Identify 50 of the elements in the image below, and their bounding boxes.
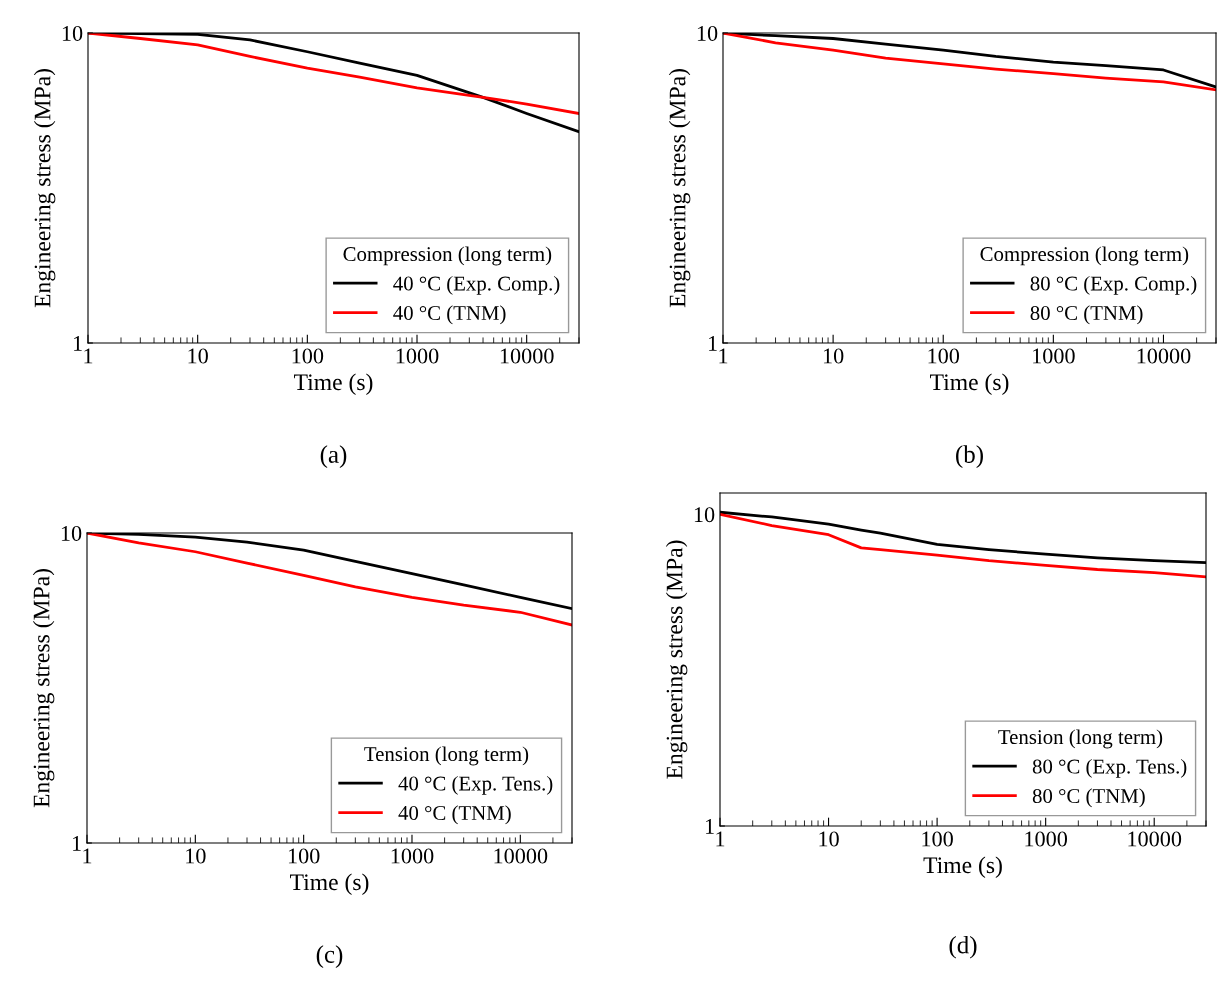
text: (b) [956,445,983,468]
y-axis-title: Engineering stress (MPa) [32,569,55,808]
x-tick-label: 10 [819,831,839,847]
legend-label: 80 °C (TNM) [1032,788,1145,808]
y-tick-label: 10 [694,507,715,523]
legend-label: 80 °C (TNM) [1030,305,1143,325]
x-tick-label: 10000 [1128,831,1182,847]
x-tick-label: 10000 [1137,348,1191,364]
text: (c) [316,945,343,968]
x-tick-label: 1 [84,348,93,364]
x-axis-title: Time (s) [290,873,369,895]
x-tick-label: 1000 [1025,831,1068,847]
text: (d) [949,935,977,959]
x-axis-title: Time (s) [930,373,1009,395]
x-tick-label: 10 [186,848,206,864]
legend-label: 80 °C (Exp. Comp.) [1030,275,1197,295]
y-tick-label: 10 [62,25,83,41]
legend-title: Compression (long term) [980,246,1189,266]
legend-label: 40 °C (Exp. Tens.) [398,775,553,795]
x-tick-label: 1 [719,348,728,364]
legend-title: Tension (long term) [998,729,1163,749]
x-tick-label: 10000 [500,348,554,364]
x-tick-label: 100 [928,348,960,364]
y-axis-title: Engineering stress (MPa) [33,69,56,308]
y-tick-label: 10 [697,25,718,41]
legend-title: Tension (long term) [364,746,529,766]
x-tick-label: 100 [922,831,953,847]
y-axis-title: Engineering stress (MPa) [668,69,691,308]
x-axis-title: Time (s) [923,856,1002,878]
y-tick-label: 1 [708,336,717,351]
x-tick-label: 10000 [494,848,548,864]
legend-label: 40 °C (TNM) [398,805,511,825]
legend-title: Compression (long term) [343,246,552,266]
y-axis-title: Engineering stress (MPa) [665,540,688,779]
x-axis-title: Time (s) [294,373,373,395]
y-tick-label: 10 [61,525,82,541]
legend-label: 40 °C (TNM) [393,305,506,325]
legend-label: 40 °C (Exp. Comp.) [393,275,560,295]
text: (a) [320,445,347,468]
x-tick-label: 1 [83,848,92,864]
x-tick-label: 1000 [391,848,434,864]
x-tick-label: 10 [823,348,844,364]
y-tick-label: 1 [705,819,714,834]
x-tick-label: 1000 [1033,348,1075,364]
x-tick-label: 100 [292,348,324,364]
x-tick-label: 100 [288,848,320,864]
y-tick-label: 1 [73,336,82,351]
x-tick-label: 1000 [396,348,439,364]
legend-label: 80 °C (Exp. Tens.) [1032,758,1187,778]
x-tick-label: 10 [188,348,208,364]
